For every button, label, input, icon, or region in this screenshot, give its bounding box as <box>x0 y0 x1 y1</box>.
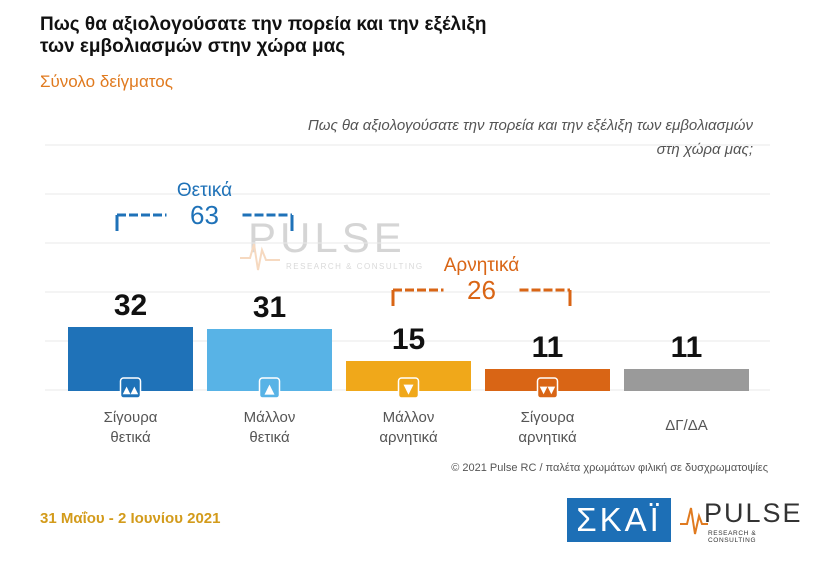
thumbs-down-icon-glyph: ▼ <box>404 382 414 397</box>
category-label: αρνητικά <box>379 429 438 446</box>
title-line-2: των εμβολιασμών στην χώρα μας <box>40 36 346 57</box>
thumbs-down-double-icon <box>536 377 559 399</box>
data-label: 11 <box>671 331 703 364</box>
pulse-wave-icon <box>240 243 280 271</box>
bar-chart: 32 Σίγουρα θετικά ▲▲ 31 Μάλλον θετικά ▲ 15 Μάλλον… <box>45 144 770 446</box>
subtitle: Σύνολο δείγματος <box>40 72 173 91</box>
category-label: αρνητικά <box>518 429 577 446</box>
pulse-logo-name: PULSE <box>704 498 803 528</box>
data-label: 15 <box>392 323 425 356</box>
thumbs-up-icon <box>258 377 281 399</box>
category-label: θετικά <box>249 429 290 446</box>
copyright: © 2021 Pulse RC / παλέτα χρωμάτων φιλική… <box>451 462 768 474</box>
thumbs-down-icon <box>397 377 420 399</box>
watermark-sub: RESEARCH & CONSULTING <box>286 262 424 271</box>
negative-group-total: 26 <box>467 275 496 305</box>
pulse-watermark: PULSE RESEARCH & CONSULTING <box>240 214 424 271</box>
pulse-logo-sub: RESEARCH & CONSULTING <box>708 530 757 544</box>
thumbs-up-double-icon <box>119 377 142 399</box>
category-label: Μάλλον <box>383 409 435 426</box>
title-line-1: Πως θα αξιολογούσατε την πορεία και την … <box>40 14 487 35</box>
skai-logo: ΣΚΑΪ <box>567 498 671 542</box>
thumbs-up-icon-glyph: ▲ <box>265 382 275 397</box>
negative-group-label: Αρνητικά <box>444 255 520 276</box>
positive-group-label: Θετικά <box>177 180 232 201</box>
watermark-name: PULSE <box>248 214 406 261</box>
positive-group-total: 63 <box>190 200 219 230</box>
category-label: Μάλλον <box>244 409 296 426</box>
page-title: Πως θα αξιολογούσατε την πορεία και την … <box>40 14 486 58</box>
pulse-logo: PULSE RESEARCH & CONSULTING <box>680 498 803 544</box>
category-label: Σίγουρα <box>521 409 575 426</box>
data-label: 11 <box>532 331 564 364</box>
data-label: 32 <box>114 289 147 322</box>
thumbs-up-double-icon-glyph: ▲▲ <box>123 385 139 396</box>
thumbs-down-double-icon-glyph: ▼▼ <box>540 385 556 396</box>
data-label: 31 <box>253 291 286 324</box>
question-line-1: Πως θα αξιολογούσατε την πορεία και την … <box>307 117 753 134</box>
category-label: Σίγουρα <box>104 409 158 426</box>
pulse-wave-icon <box>680 507 708 535</box>
category-label: ΔΓ/ΔΑ <box>665 417 707 434</box>
category-label: θετικά <box>110 429 151 446</box>
bar <box>624 369 749 391</box>
survey-date: 31 Μαΐου - 2 Ιουνίου 2021 <box>40 510 221 527</box>
